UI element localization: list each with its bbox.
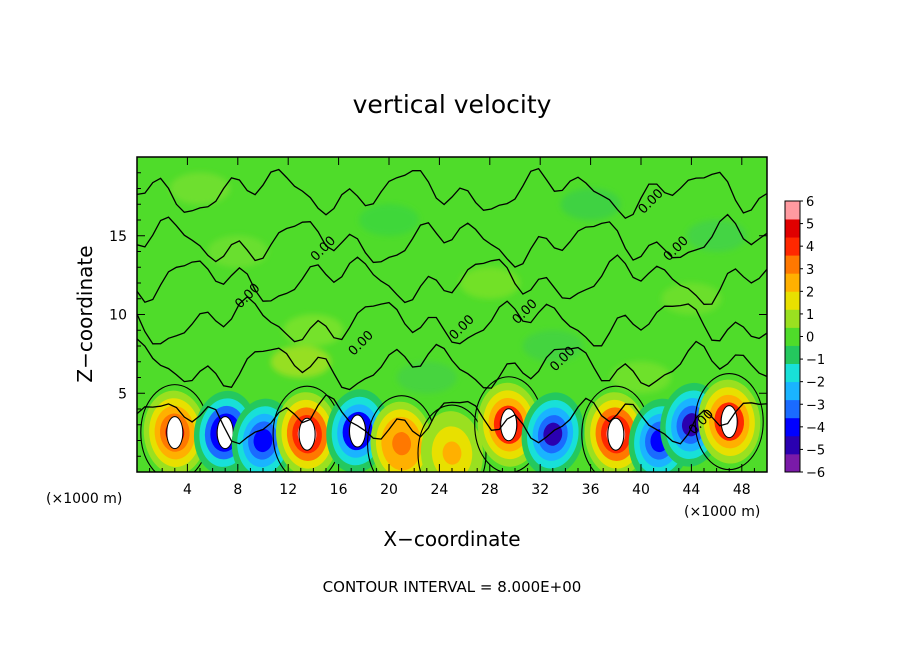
x-tick-label: 36 — [582, 482, 600, 498]
x-tick-label: 24 — [430, 482, 448, 498]
colorbar-swatch — [785, 273, 800, 292]
velocity-cell — [417, 404, 487, 472]
colorbar-label: −2 — [806, 376, 825, 391]
colorbar-label: −1 — [806, 353, 825, 368]
x-tick-label: 32 — [531, 482, 549, 498]
colorbar-swatch — [785, 381, 800, 401]
x-tick-label: 16 — [330, 482, 348, 498]
colorbar-swatch — [785, 219, 800, 238]
contour-line — [137, 394, 767, 445]
colorbar-label: 2 — [806, 285, 814, 300]
x-tick-label: 4 — [183, 482, 192, 498]
colorbar-label: 3 — [806, 263, 814, 278]
colorbar-swatch — [785, 237, 800, 256]
colorbar-swatch — [785, 345, 800, 364]
contour-line — [137, 167, 767, 219]
contour-line — [137, 213, 767, 268]
colorbar-label: 4 — [806, 240, 814, 255]
colorbar-label: −5 — [806, 443, 825, 458]
contour-line — [137, 295, 767, 347]
contour-line — [137, 254, 767, 305]
x-unit-label-left: (×1000 m) — [46, 491, 122, 507]
velocity-cell — [272, 385, 342, 472]
chart-title: vertical velocity — [353, 90, 552, 119]
x-tick-label: 48 — [733, 482, 751, 498]
y-tick-label: 15 — [109, 229, 127, 245]
y-axis-label: Z−coordinate — [73, 245, 97, 382]
colorbar-label: −4 — [806, 421, 825, 436]
colorbar-swatch — [785, 435, 800, 455]
colorbar-swatch — [785, 363, 800, 383]
y-tick-label: 5 — [118, 386, 127, 402]
colorbar-swatch — [785, 327, 800, 346]
x-tick-label: 44 — [682, 482, 700, 498]
colorbar-swatch — [785, 291, 800, 310]
colorbar-swatch — [785, 417, 800, 437]
contour-interval-footer: CONTOUR INTERVAL = 8.000E+00 — [323, 578, 582, 596]
colorbar-swatch — [785, 201, 800, 220]
colorbar-swatch — [785, 309, 800, 328]
x-axis-ticks: 4 8 12 16 20 24 28 32 36 40 44 48 — [149, 157, 755, 498]
colorbar-swatch — [785, 255, 800, 274]
x-tick-label: 28 — [481, 482, 499, 498]
x-tick-label: 40 — [632, 482, 650, 498]
x-tick-label: 12 — [279, 482, 297, 498]
y-axis-ticks: 5 10 15 — [109, 172, 767, 457]
velocity-cell — [140, 384, 210, 472]
colorbar-label: 1 — [806, 308, 814, 323]
colorbar-label: 6 — [806, 195, 814, 210]
x-axis-label: X−coordinate — [383, 527, 520, 551]
colorbar: 6 5 4 3 2 1 0 −1 −2 −3 −4 −5 −6 — [784, 195, 825, 481]
colorbar-label: 5 — [806, 218, 814, 233]
colorbar-swatch — [785, 453, 800, 473]
y-tick-label: 10 — [109, 308, 127, 324]
contour-line — [137, 338, 767, 391]
x-unit-label-right: (×1000 m) — [684, 504, 760, 520]
x-tick-label: 8 — [233, 482, 242, 498]
colorbar-label: −6 — [806, 466, 825, 481]
plot-area: 0.000.000.000.000.000.000.000.000.00 — [137, 157, 767, 472]
colorbar-label: −3 — [806, 398, 825, 413]
contour-lines — [137, 167, 767, 445]
velocity-cell — [521, 392, 585, 472]
colorbar-label: 0 — [806, 331, 814, 346]
x-tick-label: 20 — [380, 482, 398, 498]
colorbar-swatch — [785, 399, 800, 419]
